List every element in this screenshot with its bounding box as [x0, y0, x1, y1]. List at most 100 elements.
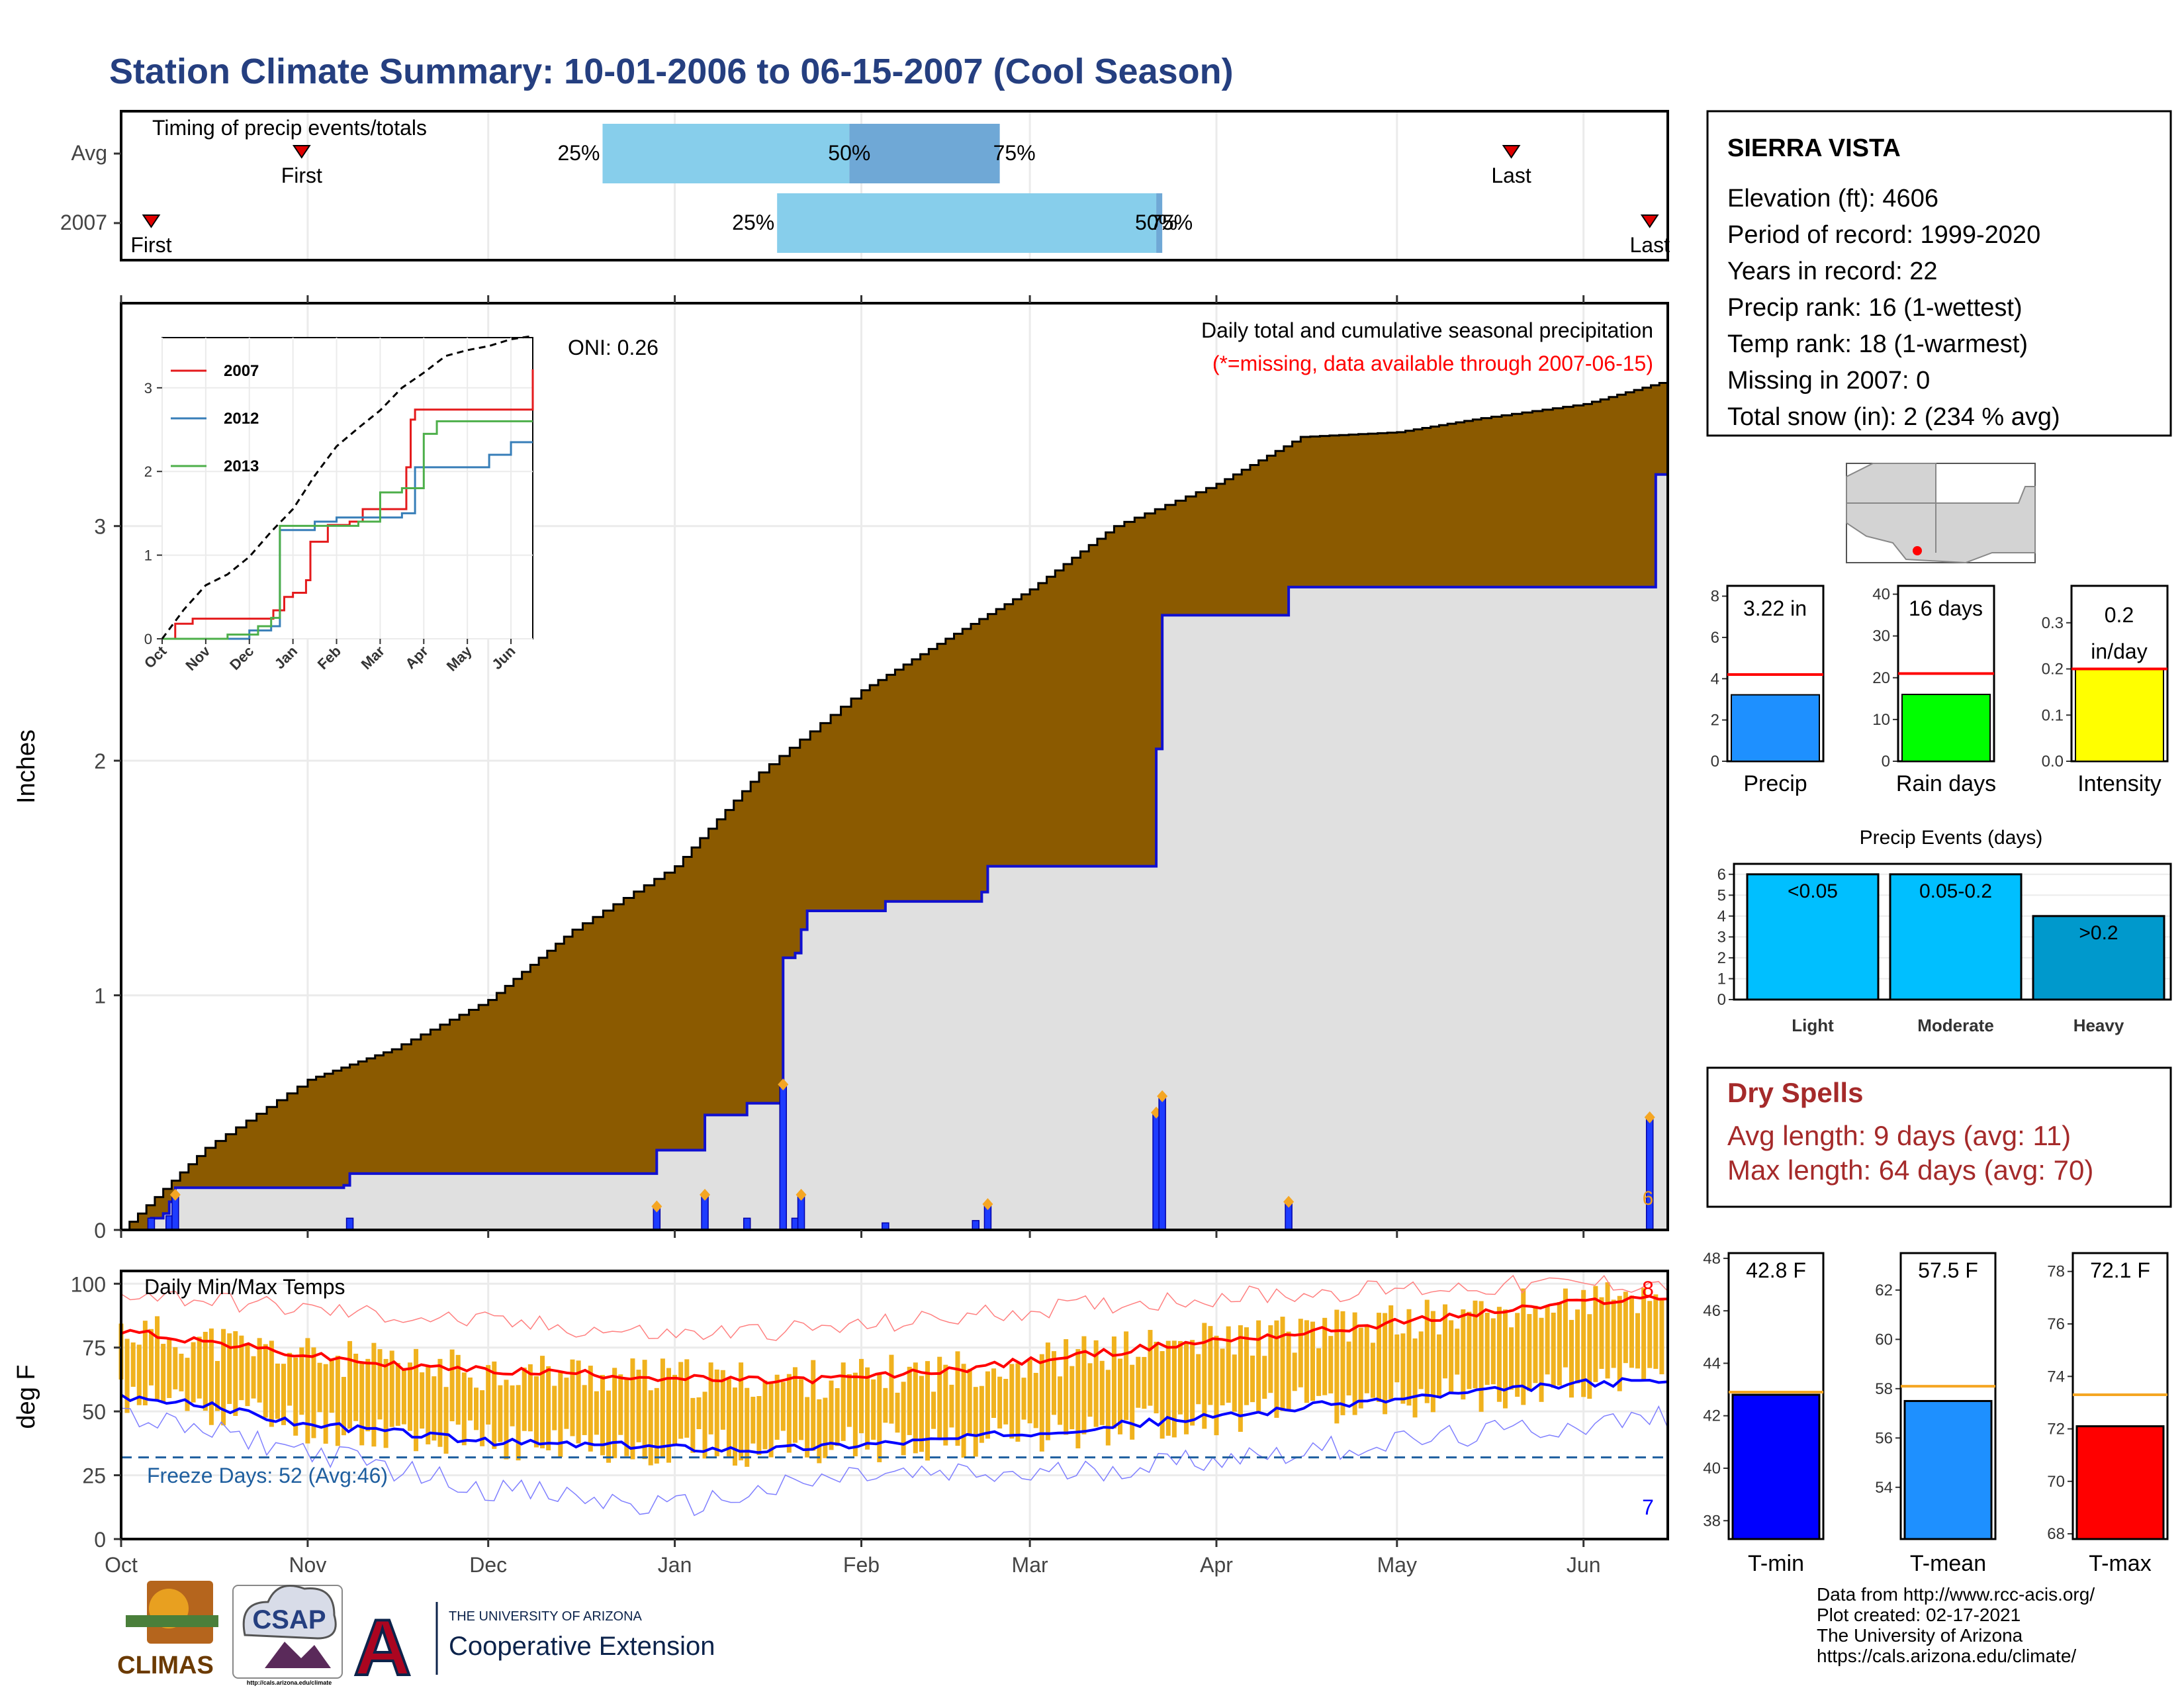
- small-ytick-label: 58: [1875, 1380, 1893, 1398]
- daily-temp-bar: [214, 1361, 220, 1411]
- daily-temp-bar: [895, 1392, 900, 1433]
- daily-temp-bar: [1027, 1360, 1032, 1424]
- daily-temp-bar: [907, 1366, 912, 1435]
- daily-temp-bar: [1111, 1336, 1116, 1429]
- temp-x-axis: Oct Nov Dec Jan Feb Mar Apr May Jun: [105, 1539, 1600, 1577]
- daily-temp-bar: [281, 1364, 287, 1425]
- temp-ytick-label: 75: [82, 1336, 106, 1360]
- daily-temp-bar: [684, 1359, 690, 1438]
- daily-temp-bar: [678, 1362, 684, 1439]
- small-ytick-label: 0.3: [2042, 614, 2064, 632]
- daily-temp-bar: [949, 1384, 954, 1428]
- daily-temp-bar: [937, 1356, 942, 1440]
- daily-temp-bar: [1611, 1299, 1616, 1368]
- daily-temp-bar: [287, 1352, 293, 1406]
- daily-temp-bar: [919, 1376, 924, 1452]
- daily-temp-bar: [1148, 1330, 1153, 1406]
- daily-temp-bar: [1334, 1309, 1340, 1424]
- main-ytick-label: 0: [94, 1219, 106, 1243]
- small-ytick-label: 74: [2047, 1368, 2065, 1385]
- daily-temp-bar: [1593, 1286, 1598, 1382]
- daily-temp-bar: [1208, 1326, 1213, 1405]
- daily-temp-bar: [179, 1353, 184, 1391]
- daily-temp-bar: [973, 1387, 978, 1457]
- small-ytick-label: 30: [1872, 628, 1890, 645]
- daily-temp-bar: [696, 1397, 702, 1429]
- daily-temp-bar: [1641, 1288, 1647, 1380]
- daily-temp-bar: [1653, 1294, 1659, 1369]
- daily-temp-bar: [1430, 1311, 1435, 1413]
- daily-max-marker: [796, 1188, 807, 1201]
- event-bar: [1889, 873, 2023, 1001]
- daily-temp-bar: [1202, 1323, 1207, 1429]
- daily-max-marker: [169, 1188, 181, 1201]
- daily-temp-bar: [1003, 1379, 1009, 1425]
- daily-temp-bar: [1377, 1313, 1382, 1402]
- station-info-line: Period of record: 1999-2020: [1727, 221, 2040, 249]
- events-ytick-label: 4: [1717, 908, 1726, 925]
- events-title: Precip Events (days): [1860, 827, 2043, 849]
- station-info-line: Temp rank: 18 (1-warmest): [1727, 330, 2028, 358]
- intensity-value-label: 0.2: [2105, 603, 2134, 627]
- daily-temp-bar: [600, 1375, 605, 1456]
- precip-summary-bars: 0 2 4 6 8 Precip 0 10 20 30 40 Rain days 0.0 0.1 0.2 0.…: [1711, 585, 2169, 796]
- inset-xtick-label: May: [443, 642, 475, 674]
- temp-ytick-label: 100: [71, 1272, 106, 1296]
- main-corner-count: 6: [1643, 1188, 1654, 1209]
- daily-temp-bar: [612, 1368, 617, 1458]
- timing-p75-label: 75%: [993, 141, 1036, 165]
- page-title: Station Climate Summary: 10-01-2006 to 0…: [109, 52, 1234, 91]
- daily-temp-bar: [1262, 1356, 1267, 1399]
- daily-temp-bar: [1039, 1354, 1044, 1452]
- daily-temp-bar: [624, 1380, 629, 1456]
- daily-temp-bar: [1436, 1334, 1441, 1398]
- temp-xtick-label: Oct: [105, 1553, 138, 1577]
- inset-ytick-label: 0: [144, 631, 152, 647]
- daily-temp-bar: [1292, 1352, 1297, 1391]
- small-value-label: 72.1 F: [2090, 1258, 2150, 1282]
- daily-temp-bar: [167, 1338, 172, 1398]
- small-category-label: T-min: [1748, 1551, 1804, 1576]
- event-bar: [2032, 915, 2165, 1001]
- small-ytick-label: 6: [1711, 629, 1719, 647]
- daily-temp-bar: [161, 1344, 166, 1403]
- daily-temp-bar: [576, 1360, 581, 1444]
- daily-temp-bar: [817, 1399, 822, 1464]
- event-bar-label: 0.05-0.2: [1919, 880, 1992, 902]
- daily-temp-bar: [1015, 1363, 1021, 1442]
- daily-temp-bar: [1551, 1313, 1556, 1388]
- daily-temp-bar: [420, 1372, 425, 1429]
- small-category-label: Precip: [1743, 771, 1807, 796]
- main-precip-chart: 0 1 2 3 Inches Daily total and cumulative s…: [13, 295, 1669, 1243]
- daily-temp-bar: [648, 1390, 653, 1466]
- daily-temp-bar: [317, 1362, 322, 1413]
- station-lines: Elevation (ft): 4606 Period of record: 19…: [1727, 185, 2060, 431]
- daily-temp-bar: [407, 1362, 412, 1431]
- daily-temp-bar: [582, 1385, 587, 1435]
- inset-series-line: [162, 420, 533, 640]
- daily-temp-bar: [846, 1374, 852, 1427]
- daily-precip-bar: [1158, 1096, 1166, 1231]
- inset-xtick-label: Mar: [358, 643, 388, 673]
- daily-temp-bar: [883, 1387, 888, 1423]
- daily-temp-bar: [1268, 1325, 1273, 1393]
- daily-temp-bar: [1256, 1320, 1261, 1414]
- daily-temp-bar: [967, 1368, 972, 1436]
- daily-temp-bar: [1449, 1320, 1454, 1394]
- daily-temp-bar: [1069, 1366, 1075, 1430]
- daily-temp-bar: [1502, 1309, 1508, 1409]
- daily-temp-bar: [955, 1351, 960, 1446]
- daily-temp-bar: [504, 1380, 509, 1460]
- temp-y-axis: 0 25 50 75 100: [71, 1272, 121, 1552]
- observed-cumulative-area: [121, 473, 1669, 1231]
- daily-temp-bar: [401, 1368, 406, 1425]
- daily-temp-bar: [486, 1365, 491, 1425]
- small-category-label: T-mean: [1910, 1551, 1986, 1576]
- small-value-bar: [2075, 1425, 2165, 1540]
- daily-temp-bar: [1569, 1319, 1574, 1398]
- daily-temp-bar: [564, 1378, 569, 1429]
- temp-xtick-label: Mar: [1012, 1553, 1048, 1577]
- daily-temp-bar: [233, 1331, 238, 1416]
